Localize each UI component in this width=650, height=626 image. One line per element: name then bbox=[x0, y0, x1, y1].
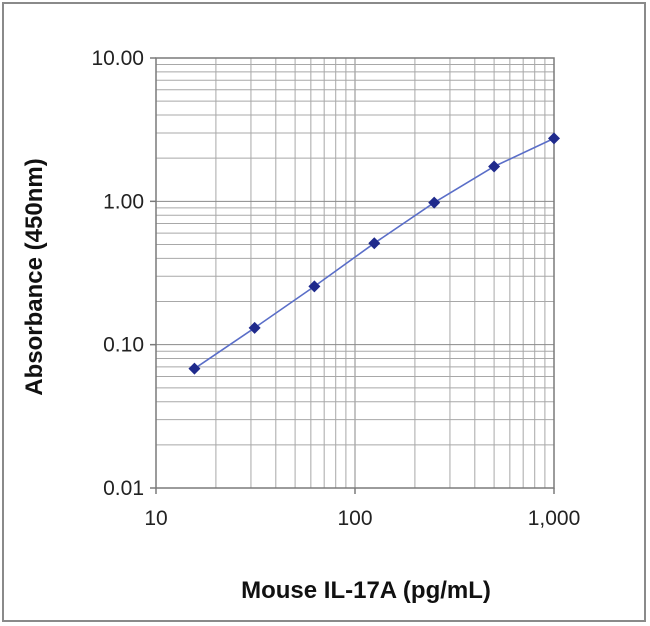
x-tick-label: 100 bbox=[337, 507, 372, 530]
data-point-marker bbox=[188, 362, 201, 375]
x-axis-title: Mouse IL-17A (pg/mL) bbox=[241, 577, 491, 604]
data-point-marker bbox=[248, 321, 261, 334]
y-axis-title: Absorbance (450nm) bbox=[21, 158, 48, 395]
data-points bbox=[188, 132, 560, 375]
y-tick-label: 0.01 bbox=[103, 477, 144, 500]
series-line bbox=[193, 137, 555, 370]
y-tick-label: 0.10 bbox=[103, 334, 144, 357]
grid-lines bbox=[156, 58, 554, 488]
x-tick-label: 10 bbox=[144, 507, 167, 530]
y-tick-labels: 0.01 0.10 1.00 10.00 bbox=[91, 47, 156, 500]
data-point-marker bbox=[368, 237, 381, 250]
data-point-marker bbox=[548, 132, 560, 145]
data-point-marker bbox=[428, 196, 441, 209]
y-tick-label: 1.00 bbox=[103, 190, 144, 213]
y-tick-label: 10.00 bbox=[91, 47, 144, 70]
data-point-marker bbox=[488, 160, 501, 173]
x-tick-label: 1,000 bbox=[528, 507, 581, 530]
x-tick-labels: 10 100 1,000 bbox=[144, 488, 580, 530]
data-point-marker bbox=[308, 280, 321, 293]
